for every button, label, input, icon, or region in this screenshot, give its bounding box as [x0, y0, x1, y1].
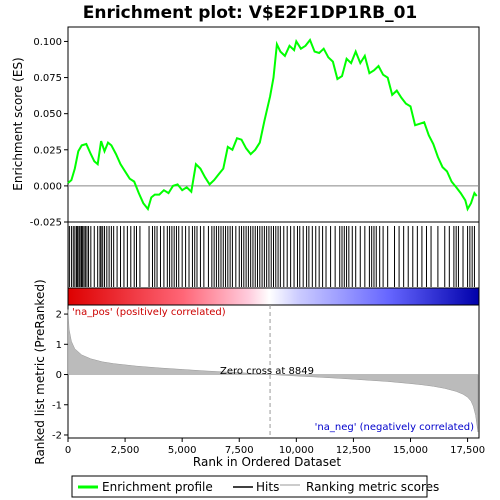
x-tick-label: 12,500 [336, 445, 371, 456]
zero-cross-label: Zero cross at 8849 [220, 366, 314, 377]
x-tick-label: 0 [65, 445, 71, 456]
es-tick-label: 0.075 [33, 73, 62, 84]
x-tick-label: 10,000 [279, 445, 314, 456]
es-tick-label: 0.050 [33, 109, 62, 120]
x-tick-label: 5,000 [168, 445, 197, 456]
metric-tick-label: -1 [52, 400, 62, 411]
metric-tick-label: -2 [52, 430, 62, 441]
x-tick-label: 15,000 [393, 445, 428, 456]
neg-correlated-label: 'na_neg' (negatively correlated) [315, 422, 474, 433]
metric-tick-label: 1 [56, 340, 62, 351]
es-y-ticks: -0.025 0.000 0.025 0.050 0.075 0.100 [30, 37, 68, 229]
legend-hits-label: Hits [256, 480, 279, 494]
es-y-axis-label: Enrichment score (ES) [11, 57, 25, 190]
metric-y-ticks: -2 -1 0 1 2 [52, 310, 68, 441]
enrichment-profile-line [67, 38, 478, 212]
metric-tick-label: 0 [56, 370, 62, 381]
x-axis-ticks: 0 2,500 5,000 7,500 10,000 12,500 15,000 17,500 [65, 438, 485, 456]
chart-title: Enrichment plot: V$E2F1DP1RB_01 [83, 3, 418, 23]
metric-y-axis-label: Ranked list metric (PreRanked) [33, 279, 47, 464]
es-tick-label: 0.100 [33, 37, 62, 48]
x-tick-label: 2,500 [111, 445, 140, 456]
metric-tick-label: 2 [56, 310, 62, 321]
legend-metric-label: Ranking metric scores [306, 480, 439, 494]
x-tick-label: 7,500 [225, 445, 254, 456]
hits-marks [68, 226, 475, 287]
es-tick-label: 0.025 [33, 145, 62, 156]
x-axis-label: Rank in Ordered Dataset [193, 455, 341, 469]
ranking-metric-area [67, 309, 479, 433]
x-tick-label: 17,500 [450, 445, 485, 456]
pos-correlated-label: 'na_pos' (positively correlated) [72, 307, 226, 318]
es-tick-label: -0.025 [30, 218, 62, 229]
es-tick-label: 0.000 [33, 181, 62, 192]
rank-color-bar [67, 287, 480, 306]
legend-enrichment-label: Enrichment profile [102, 480, 213, 494]
